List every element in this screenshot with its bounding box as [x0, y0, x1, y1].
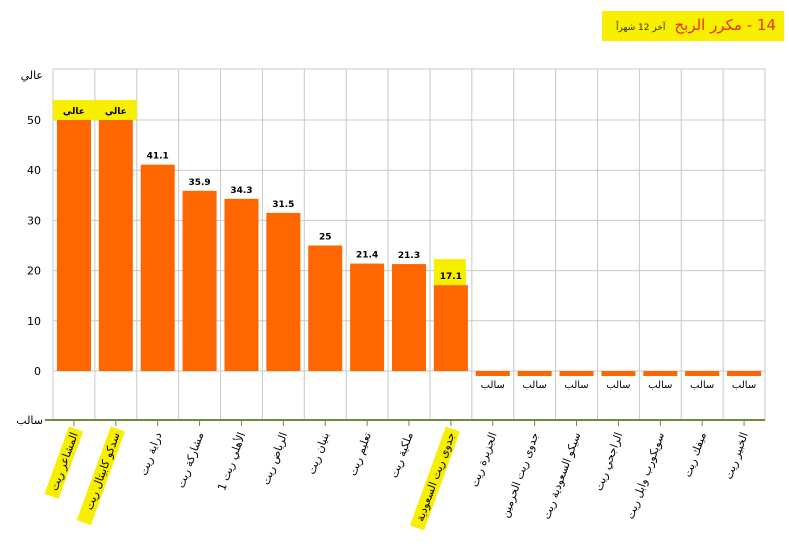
category-label: تعليم ريت	[346, 431, 374, 478]
data-label: 34.3	[230, 186, 252, 196]
bar	[224, 198, 259, 371]
y-tick-label: 40	[27, 164, 41, 177]
category-highlight	[409, 426, 461, 531]
bar	[140, 164, 175, 371]
y-top-label: عالي	[21, 69, 43, 82]
bar	[98, 120, 133, 371]
category-label: سيكو السعودية ريت	[540, 431, 584, 521]
data-label: سالب	[522, 380, 546, 391]
y-bottom-label: سالب	[16, 414, 43, 427]
data-label: 41.1	[147, 152, 169, 162]
data-label: سالب	[648, 380, 672, 391]
bar	[433, 285, 468, 371]
chart-title-box: 14 - مكرر الربح آخر 12 شهراً	[602, 11, 784, 41]
category-label: جدوى ريت الحرمين	[499, 431, 542, 520]
bar	[392, 264, 426, 371]
data-label: عالي	[105, 107, 127, 117]
data-label: 31.5	[272, 200, 294, 210]
bar	[601, 371, 636, 377]
bar	[56, 120, 91, 371]
data-label: 17.1	[440, 272, 462, 282]
category-label: الرياض ريت	[259, 431, 290, 487]
bar	[643, 371, 678, 377]
label-highlight	[94, 100, 137, 120]
data-label: عالي	[63, 107, 85, 117]
bar	[475, 371, 510, 377]
category-label: سويكورب وابل ريت	[624, 431, 667, 521]
data-label: سالب	[564, 380, 588, 391]
category-highlight	[76, 426, 125, 526]
category-label: ميفك ريت	[681, 430, 709, 478]
category-label: جدوى ريت السعودية	[413, 431, 457, 524]
bar	[350, 263, 385, 371]
bar	[559, 371, 594, 377]
label-highlight	[433, 259, 466, 286]
chart-subtitle: آخر 12 شهراً	[616, 23, 666, 33]
y-tick-label: 50	[27, 114, 41, 127]
data-label: 35.9	[188, 178, 210, 188]
label-highlight	[52, 100, 95, 120]
bar	[517, 371, 552, 377]
bar	[308, 245, 343, 371]
category-label: الجزيرة ريت	[468, 431, 500, 489]
category-label: دراية ريت	[137, 430, 165, 477]
y-tick-label: 20	[27, 265, 41, 278]
category-label: بنيان ريت	[305, 431, 332, 477]
data-label: 21.4	[356, 251, 378, 261]
bar	[182, 190, 217, 371]
category-label: الراجحي ريت	[592, 431, 625, 493]
bar	[727, 371, 762, 377]
bar	[266, 212, 301, 371]
y-tick-label: 10	[27, 315, 41, 328]
data-label: 21.3	[398, 251, 420, 261]
chart-title: 14 - مكرر الربح	[674, 16, 776, 34]
data-label: سالب	[690, 380, 714, 391]
category-label: الخبير ريت	[722, 431, 751, 481]
category-highlight	[44, 426, 84, 499]
data-label: سالب	[732, 380, 756, 391]
category-label: الأهلي ريت 1	[214, 430, 248, 492]
bar	[685, 371, 720, 377]
data-label: 25	[319, 233, 332, 243]
y-tick-label: 30	[27, 214, 41, 227]
category-label: مشاركة ريت	[174, 430, 206, 489]
data-label: سالب	[606, 380, 630, 391]
y-tick-label: 0	[34, 365, 41, 378]
data-label: سالب	[481, 380, 505, 391]
category-label: سدكو كابيتال ريت	[82, 431, 122, 512]
category-label: ملكية ريت	[387, 430, 415, 479]
